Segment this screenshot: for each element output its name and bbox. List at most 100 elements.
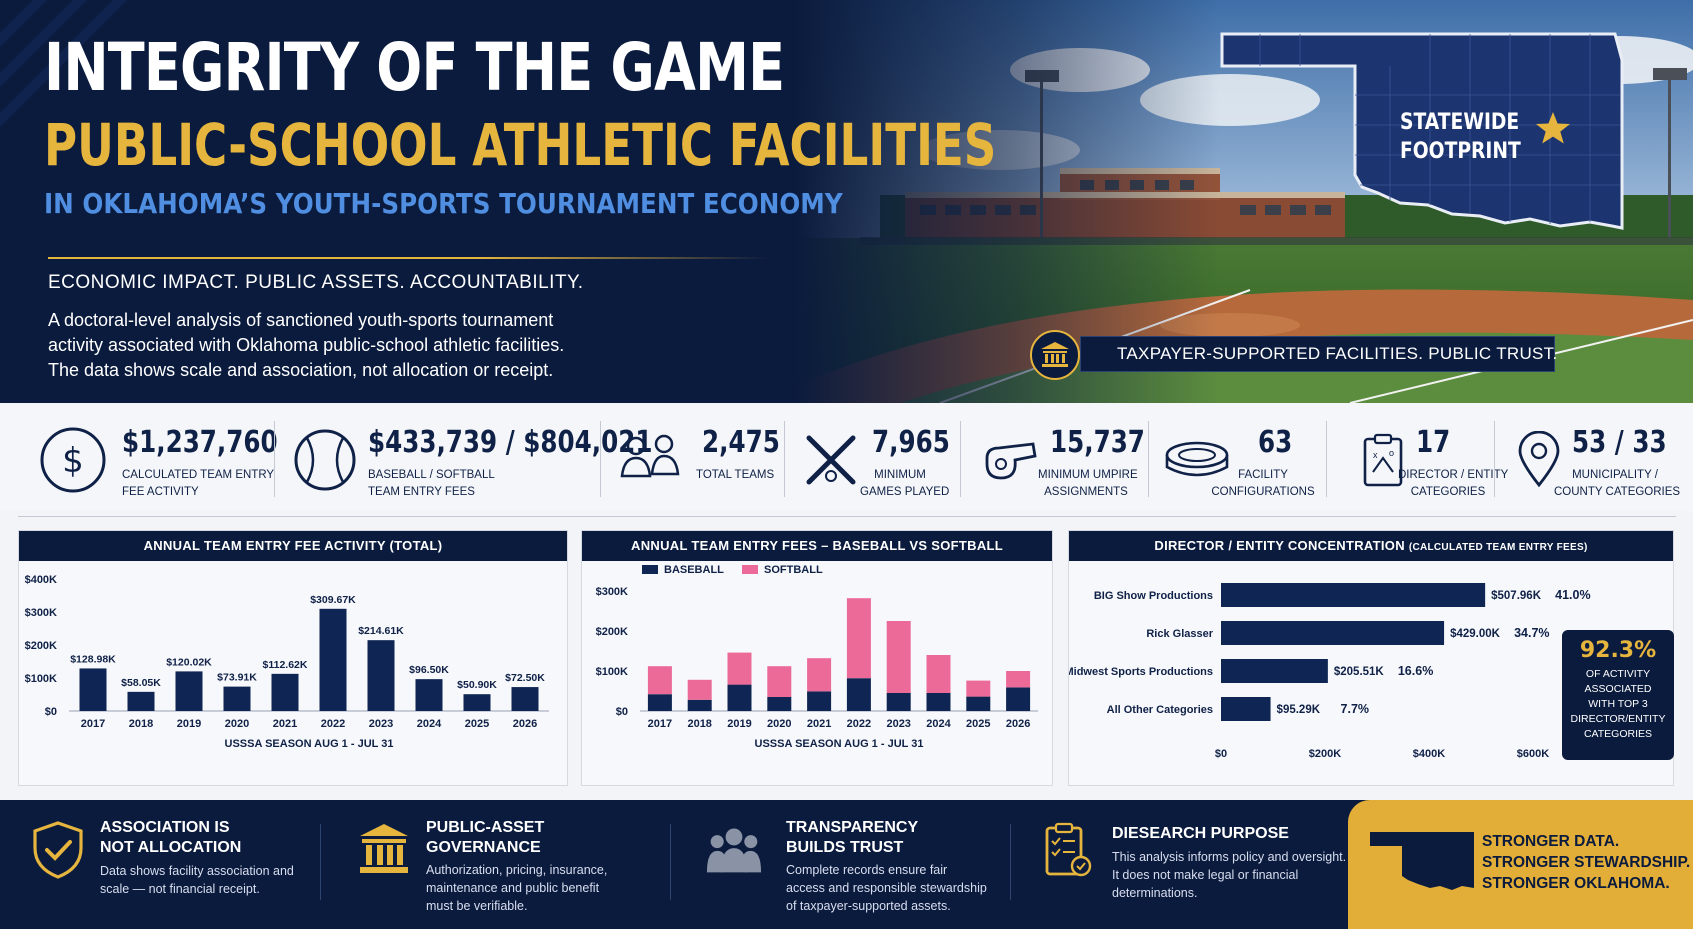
map-pin-icon xyxy=(1504,425,1574,495)
hero-title-block: INTEGRITY OF THE GAME PUBLIC-SCHOOL ATHL… xyxy=(44,29,996,222)
title-line-1: INTEGRITY OF THE GAME xyxy=(44,29,785,106)
kpi-baseball-softball: $433,739 / $804,021 BASEBALL / SOFTBALL T… xyxy=(290,417,652,507)
y-tick-label: $0 xyxy=(45,706,57,718)
x-tick-label: 2017 xyxy=(81,718,105,730)
bar xyxy=(367,640,395,711)
stacked-bar-segment xyxy=(647,694,672,711)
bar-percent-label: 34.7% xyxy=(1514,626,1549,640)
hero-description: A doctoral-level analysis of sanctioned … xyxy=(48,308,688,383)
y-tick-label: $200K xyxy=(596,626,628,638)
chart-director-concentration: BIG Show Productions $507.96K 41.0% Rick Gl… xyxy=(1069,583,1591,760)
building-columns-icon xyxy=(1030,330,1080,380)
bar-value-label: $112.62K xyxy=(263,659,308,671)
x-tick-label: $400K xyxy=(1413,748,1445,760)
chart-title: ANNUAL TEAM ENTRY FEES – BASEBALL VS SOF… xyxy=(582,531,1052,561)
kpi-value: 2,475 xyxy=(702,425,780,460)
category-label: Midwest Sports Productions xyxy=(1069,666,1213,678)
bar-value-label: $72.50K xyxy=(505,672,545,684)
bar-value-label: $73.91K xyxy=(217,672,257,684)
bar-value-label: $214.61K xyxy=(358,625,404,637)
bar-value-label: $120.02K xyxy=(166,656,212,668)
x-tick-label: 2020 xyxy=(225,718,249,730)
bar-value-label: $58.05K xyxy=(121,677,161,689)
bar xyxy=(319,608,347,711)
stacked-bar-segment xyxy=(886,621,911,693)
x-tick-label: 2024 xyxy=(417,718,442,730)
map-label-line: STATEWIDE xyxy=(1400,110,1520,135)
kpi-label: MINIMUM UMPIRE ASSIGNMENTS xyxy=(1038,469,1138,498)
shield-check-icon xyxy=(30,818,86,882)
kpi-value: 17 xyxy=(1416,425,1451,460)
principle-heading: ASSOCIATION IS NOT ALLOCATION xyxy=(100,819,242,856)
bar-value-label: $95.29K xyxy=(1277,704,1321,716)
teams-icon xyxy=(616,425,686,495)
stacked-bar-segment xyxy=(846,678,871,711)
kpi-fee-activity: $ $1,237,760 CALCULATED TEAM ENTRY FEE AC… xyxy=(38,417,278,507)
stacked-bar-segment xyxy=(886,693,911,711)
bar xyxy=(127,691,155,711)
stacked-bar-segment xyxy=(966,680,991,697)
kpi-label: MINIMUM GAMES PLAYED xyxy=(860,469,950,498)
kpi-divider xyxy=(1326,421,1327,497)
bar-percent-label: 41.0% xyxy=(1555,588,1590,602)
principle-body: This analysis informs policy and oversig… xyxy=(1112,850,1347,900)
bar-value-label: $429.00K xyxy=(1450,628,1501,640)
bar xyxy=(511,687,539,711)
kpi-value: $1,237,760 xyxy=(122,425,278,460)
bar xyxy=(415,679,443,711)
dollar-icon: $ xyxy=(38,425,108,495)
bar-percent-label: 7.7% xyxy=(1341,702,1370,716)
section-divider xyxy=(18,516,1676,517)
closing-panel: STRONGER DATA. STRONGER STEWARDSHIP. STRON… xyxy=(1348,800,1693,929)
bar-value-label: $309.67K xyxy=(310,594,356,606)
principle-body: Authorization, pricing, insurance, mainte… xyxy=(426,863,608,913)
kpi-value: 7,965 xyxy=(872,425,950,460)
category-label: BIG Show Productions xyxy=(1094,590,1213,602)
x-tick-label: $600K xyxy=(1517,748,1549,760)
legend-label: BASEBALL xyxy=(664,564,724,576)
chart-panel-total: ANNUAL TEAM ENTRY FEE ACTIVITY (TOTAL) $… xyxy=(18,530,568,786)
y-tick-label: $100K xyxy=(596,666,628,678)
y-tick-label: $100K xyxy=(25,673,57,685)
y-tick-label: $300K xyxy=(25,607,57,619)
whistle-icon xyxy=(976,425,1046,495)
principle-heading: PUBLIC-ASSET GOVERNANCE xyxy=(426,819,545,856)
y-tick-label: $0 xyxy=(616,706,628,718)
x-axis-label: USSSA SEASON AUG 1 - JUL 31 xyxy=(755,738,924,750)
x-tick-label: 2022 xyxy=(321,718,345,730)
x-tick-label: 2018 xyxy=(687,718,711,730)
principle-association: ASSOCIATION IS NOT ALLOCATION Data shows … xyxy=(30,816,320,916)
stadium-icon xyxy=(1162,425,1232,495)
bar xyxy=(79,668,107,711)
bar xyxy=(1221,583,1486,607)
stacked-bar-segment xyxy=(767,697,792,711)
stacked-bar-segment xyxy=(807,658,832,692)
description-line: A doctoral-level analysis of sanctioned … xyxy=(48,310,554,330)
x-tick-label: 2018 xyxy=(129,718,153,730)
stacked-bar-segment xyxy=(926,655,951,693)
stacked-bar-segment xyxy=(1006,671,1031,688)
x-tick-label: $0 xyxy=(1215,748,1227,760)
bar xyxy=(1221,659,1328,683)
kpi-value: 63 xyxy=(1258,425,1293,460)
chart-total-fees: $0 $100K $200K $300K $400K $128.98K 2017 $58.05… xyxy=(25,574,549,750)
svg-text:$: $ xyxy=(62,441,84,481)
x-tick-label: 2022 xyxy=(847,718,871,730)
stacked-bar-segment xyxy=(687,679,712,700)
concentration-callout: 92.3% OF ACTIVITY ASSOCIATED WITH TOP 3 DIR… xyxy=(1562,630,1674,760)
kpi-strip: $ $1,237,760 CALCULATED TEAM ENTRY FEE AC… xyxy=(0,403,1693,511)
trust-banner: TAXPAYER-SUPPORTED FACILITIES. PUBLIC TR… xyxy=(1030,330,1557,380)
callout-percent: 92.3% xyxy=(1579,638,1657,663)
principle-body: Complete records ensure fair access and r… xyxy=(786,863,987,913)
callout-text: OF ACTIVITY ASSOCIATED WITH TOP 3 DIRECTOR/… xyxy=(1570,668,1666,740)
x-tick-label: 2023 xyxy=(886,718,910,730)
svg-text:x: x xyxy=(1373,450,1378,460)
bar xyxy=(1221,697,1271,721)
kpi-total-teams: 2,475 TOTAL TEAMS xyxy=(616,417,786,507)
oklahoma-silhouette-icon xyxy=(1370,832,1474,890)
kpi-divider xyxy=(960,421,961,497)
principle-research-purpose: DIESEARCH PURPOSE This analysis informs … xyxy=(1040,816,1346,916)
map-label-line: FOOTPRINT xyxy=(1400,139,1521,164)
